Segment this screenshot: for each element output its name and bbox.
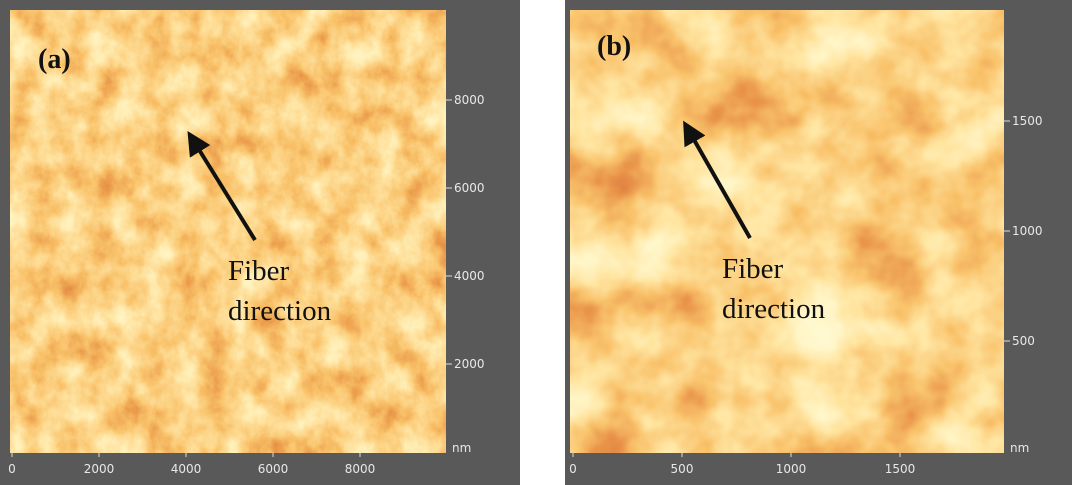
y-tick-label: 1500	[1012, 114, 1043, 128]
annotation: direction	[228, 295, 332, 327]
unit-label: nm	[452, 441, 471, 455]
annotation: Fiber	[228, 255, 290, 287]
afm-image	[10, 10, 446, 453]
x-tick-label: 0	[8, 462, 16, 476]
y-tick-label: 6000	[454, 181, 485, 195]
x-tick-label: 8000	[345, 462, 376, 476]
figure: (a) Fiber direction 0 2000 4000 6000 8000 2000 40…	[0, 0, 1072, 485]
y-tick-label: 4000	[454, 269, 485, 283]
y-tick-label: 1000	[1012, 224, 1043, 238]
panel-label: (b)	[597, 31, 631, 62]
y-tick-label: 8000	[454, 93, 485, 107]
x-tick-label: 4000	[171, 462, 202, 476]
y-tick-label: 2000	[454, 357, 485, 371]
x-tick-label: 1500	[885, 462, 916, 476]
annotation: direction	[722, 293, 826, 325]
y-tick-label: 500	[1012, 334, 1035, 348]
x-tick-label: 6000	[258, 462, 289, 476]
panel-label: (a)	[38, 44, 71, 75]
afm-image	[570, 10, 1004, 453]
x-tick-label: 1000	[776, 462, 807, 476]
unit-label: nm	[1010, 441, 1029, 455]
x-tick-label: 2000	[84, 462, 115, 476]
x-tick-label: 0	[569, 462, 577, 476]
annotation: Fiber	[722, 253, 784, 285]
x-tick-label: 500	[671, 462, 694, 476]
